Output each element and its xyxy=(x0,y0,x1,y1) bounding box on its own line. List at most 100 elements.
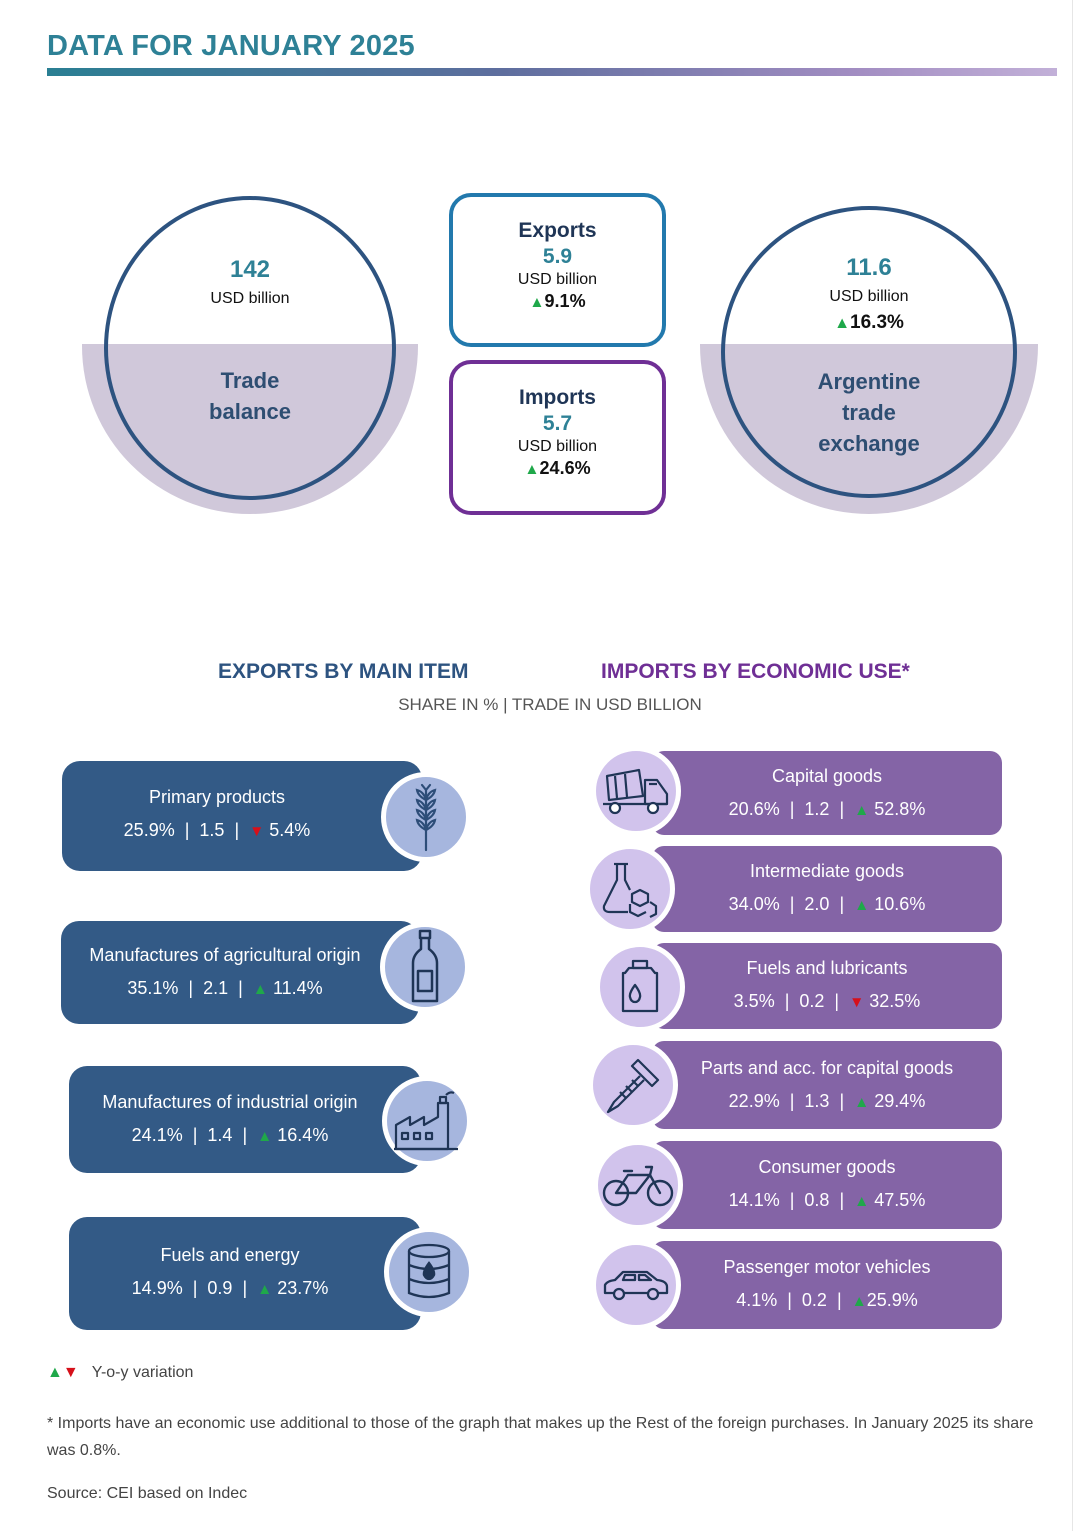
import-item-variation: 32.5% xyxy=(869,991,921,1011)
imports-variation-value: 24.6% xyxy=(539,458,591,478)
export-item-values: 24.1% | 1.4 | ▲ 16.4% xyxy=(131,1125,329,1145)
triangle-up-icon: ▲ xyxy=(257,1281,273,1298)
import-card-passenger-vehicles: Passenger motor vehicles 4.1% | 0.2 | ▲2… xyxy=(652,1241,1002,1329)
export-card-primary-products: Primary products 25.9% | 1.5 | ▼ 5.4% xyxy=(62,761,422,871)
export-item-variation: 11.4% xyxy=(272,978,323,998)
export-item-name: Manufactures of industrial origin xyxy=(102,1092,358,1112)
triangle-up-icon: ▲ xyxy=(47,1364,63,1381)
import-item-variation: 52.8% xyxy=(874,799,926,819)
triangle-up-icon: ▲ xyxy=(834,314,851,332)
import-item-trade: 1.3 xyxy=(804,1091,830,1111)
export-item-variation: 23.7% xyxy=(277,1278,329,1298)
exports-value: 5.9 xyxy=(542,245,573,268)
screw-icon xyxy=(588,1040,678,1130)
import-item-share: 20.6% xyxy=(728,799,780,819)
export-item-values: 35.1% | 2.1 | ▲ 11.4% xyxy=(127,978,323,998)
import-item-values: 4.1% | 0.2 | ▲25.9% xyxy=(736,1290,918,1310)
car-icon xyxy=(591,1240,681,1330)
export-card-fuels-energy: Fuels and energy 14.9% | 0.9 | ▲ 23.7% xyxy=(69,1217,421,1330)
trade-exchange-circle: 11.6 USD billion ▲16.3% Argentine trade … xyxy=(700,196,1038,516)
trade-balance-label-line2: balance xyxy=(209,399,291,424)
export-item-share: 24.1% xyxy=(131,1125,183,1145)
trade-exchange-variation-value: 16.3% xyxy=(850,312,904,333)
export-item-share: 35.1% xyxy=(127,978,179,998)
bottle-icon xyxy=(380,922,470,1012)
imports-title: Imports xyxy=(518,386,596,409)
trade-balance-unit: USD billion xyxy=(210,290,290,307)
trade-exchange-unit: USD billion xyxy=(829,288,909,305)
triangle-up-icon: ▲ xyxy=(257,1128,273,1145)
export-item-variation: 5.4% xyxy=(269,820,311,840)
export-item-trade: 1.4 xyxy=(207,1125,233,1145)
variation-legend: ▲▼ Y-o-y variation xyxy=(47,1364,193,1382)
trade-exchange-label-line2: trade xyxy=(842,400,896,425)
import-item-trade: 1.2 xyxy=(804,799,830,819)
bicycle-icon xyxy=(593,1140,683,1230)
import-item-trade: 0.2 xyxy=(799,991,825,1011)
trade-exchange-label-line1: Argentine xyxy=(817,369,921,394)
import-item-variation: 25.9% xyxy=(866,1290,918,1310)
trade-balance-label-line1: Trade xyxy=(220,368,280,393)
import-card-consumer-goods: Consumer goods 14.1% | 0.8 | ▲ 47.5% xyxy=(652,1141,1002,1229)
trade-exchange-label: Argentine trade exchange xyxy=(700,366,1038,459)
legend-text: Y-o-y variation xyxy=(91,1364,194,1381)
exports-unit: USD billion xyxy=(517,271,598,288)
import-item-trade: 0.2 xyxy=(801,1290,827,1310)
import-card-intermediate-goods: Intermediate goods 34.0% | 2.0 | ▲ 10.6% xyxy=(652,846,1002,932)
trade-exchange-ring xyxy=(721,206,1017,498)
import-item-values: 34.0% | 2.0 | ▲ 10.6% xyxy=(728,894,926,914)
import-item-share: 14.1% xyxy=(728,1190,780,1210)
export-card-industrial-manufactures: Manufactures of industrial origin 24.1% … xyxy=(69,1066,421,1173)
import-item-trade: 0.8 xyxy=(804,1190,830,1210)
import-item-trade: 2.0 xyxy=(804,894,830,914)
export-item-trade: 2.1 xyxy=(203,978,229,998)
page-edge-line xyxy=(1072,0,1073,1531)
flask-icon xyxy=(585,844,675,934)
import-item-name: Intermediate goods xyxy=(749,861,905,881)
import-item-name: Consumer goods xyxy=(758,1157,896,1177)
triangle-down-icon: ▼ xyxy=(62,1364,79,1381)
exports-box: Exports 5.9 USD billion ▲9.1% xyxy=(449,193,666,347)
import-item-variation: 10.6% xyxy=(874,894,926,914)
triangle-up-icon: ▲ xyxy=(529,294,545,311)
cement-truck-icon xyxy=(591,746,681,836)
footnote: * Imports have an economic use additiona… xyxy=(47,1415,1034,1459)
triangle-down-icon: ▼ xyxy=(849,994,865,1011)
import-item-values: 20.6% | 1.2 | ▲ 52.8% xyxy=(728,799,926,819)
import-item-share: 22.9% xyxy=(728,1091,780,1111)
import-item-variation: 47.5% xyxy=(874,1190,926,1210)
import-item-values: 3.5% | 0.2 | ▼ 32.5% xyxy=(733,991,921,1011)
page-title: DATA FOR JANUARY 2025 xyxy=(47,30,415,62)
export-item-values: 25.9% | 1.5 | ▼ 5.4% xyxy=(123,820,311,840)
import-item-values: 14.1% | 0.8 | ▲ 47.5% xyxy=(728,1190,926,1210)
import-item-share: 4.1% xyxy=(736,1290,778,1310)
export-item-share: 25.9% xyxy=(123,820,175,840)
export-item-share: 14.9% xyxy=(131,1278,183,1298)
source-note: Source: CEI based on Indec xyxy=(47,1485,248,1502)
title-rule xyxy=(47,68,1057,76)
import-item-share: 3.5% xyxy=(733,991,775,1011)
export-item-trade: 1.5 xyxy=(199,820,225,840)
import-card-fuels-lubricants: Fuels and lubricants 3.5% | 0.2 | ▼ 32.5… xyxy=(652,943,1002,1029)
exports-title: Exports xyxy=(518,219,597,242)
triangle-up-icon: ▲ xyxy=(854,1094,870,1111)
trade-exchange-variation: ▲16.3% xyxy=(700,312,1038,334)
export-item-name: Manufactures of agricultural origin xyxy=(89,945,361,965)
trade-balance-label: Trade balance xyxy=(82,365,418,427)
trade-exchange-value: 11.6 xyxy=(846,254,892,281)
import-item-name: Fuels and lubricants xyxy=(746,958,908,978)
imports-box: Imports 5.7 USD billion ▲24.6% xyxy=(449,360,666,515)
triangle-up-icon: ▲ xyxy=(252,981,268,998)
triangle-up-icon: ▲ xyxy=(854,1193,870,1210)
exports-variation: ▲9.1% xyxy=(453,291,662,312)
import-item-name: Parts and acc. for capital goods xyxy=(700,1058,954,1078)
trade-balance-ring xyxy=(104,196,396,500)
wheat-icon xyxy=(381,772,471,862)
export-item-trade: 0.9 xyxy=(207,1278,233,1298)
exports-section-title: EXPORTS BY MAIN ITEM xyxy=(218,660,469,683)
import-item-share: 34.0% xyxy=(728,894,780,914)
trade-balance-circle: 142 USD billion Trade balance xyxy=(82,196,418,516)
imports-section-title: IMPORTS BY ECONOMIC USE* xyxy=(601,660,910,683)
trade-balance-value: 142 xyxy=(229,256,271,283)
export-item-name: Fuels and energy xyxy=(160,1245,300,1265)
